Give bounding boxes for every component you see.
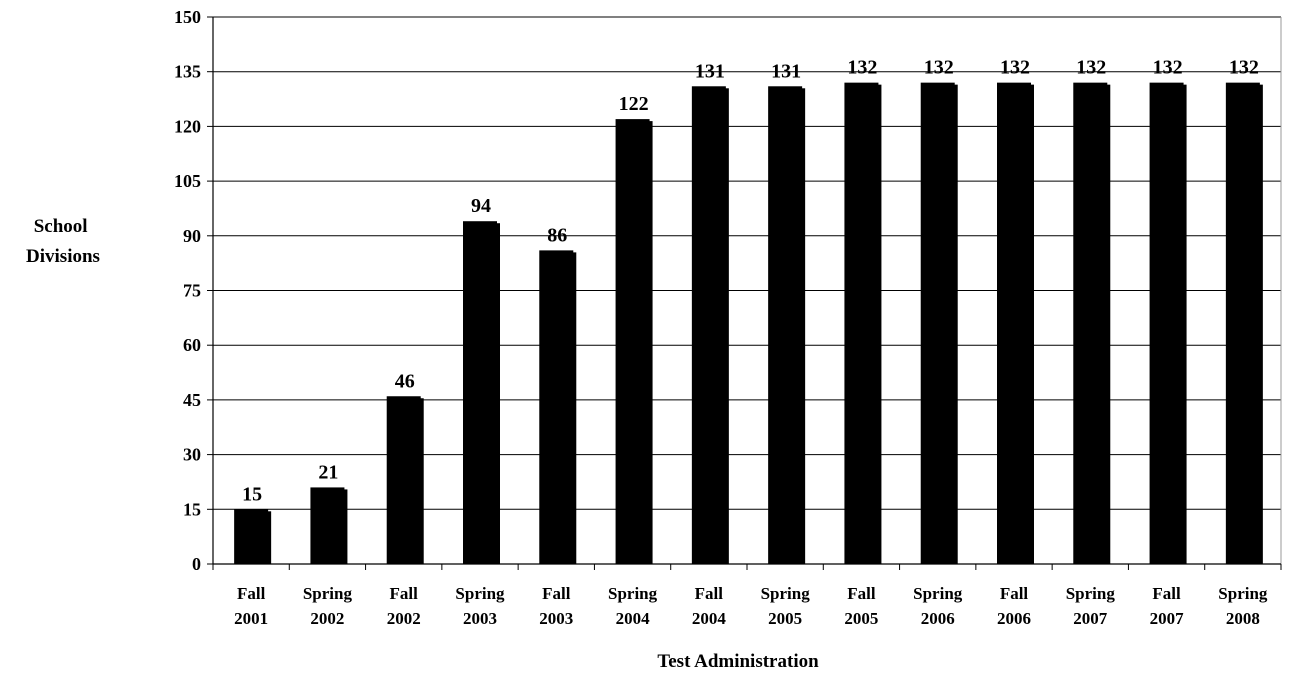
x-tick-label-line-2: 2006 xyxy=(921,609,955,628)
y-tick-label: 150 xyxy=(174,7,201,27)
bar xyxy=(1149,82,1184,564)
data-label: 15 xyxy=(242,483,262,505)
x-axis-title: Test Administration xyxy=(657,651,819,672)
x-tick-label-line-1: Fall xyxy=(390,584,419,603)
x-tick-label-line-2: 2007 xyxy=(1150,609,1185,628)
x-tick-label-line-2: 2006 xyxy=(997,609,1031,628)
x-tick-label-line-1: Spring xyxy=(761,584,811,603)
bar xyxy=(844,82,879,564)
x-tick-label-line-1: Spring xyxy=(455,584,505,603)
bar xyxy=(997,82,1031,564)
x-tick-label-line-1: Spring xyxy=(1066,584,1116,603)
x-tick-label-line-1: Spring xyxy=(913,584,963,603)
x-tick-label-line-2: 2004 xyxy=(616,609,651,628)
x-tick-label-line-1: Spring xyxy=(1218,584,1268,603)
y-axis-title-line-1: School xyxy=(34,216,88,237)
y-tick-label: 135 xyxy=(174,62,201,82)
y-tick-label: 15 xyxy=(183,499,201,519)
data-label: 86 xyxy=(547,224,567,246)
data-label: 132 xyxy=(1000,57,1030,79)
data-label: 94 xyxy=(471,195,491,217)
bar xyxy=(310,487,345,564)
gridlines xyxy=(213,16,1281,510)
x-tick-label-line-2: 2001 xyxy=(234,609,268,628)
bar xyxy=(1073,82,1108,564)
x-tick-label-line-2: 2007 xyxy=(1073,609,1108,628)
data-label: 131 xyxy=(695,60,725,82)
y-axis-title-line-2: Divisions xyxy=(26,246,100,267)
y-tick-label: 90 xyxy=(183,226,201,246)
x-tick-label-line-2: 2004 xyxy=(692,609,727,628)
x-tick-label-line-2: 2005 xyxy=(844,609,878,628)
x-tick-label-line-2: 2003 xyxy=(539,609,573,628)
y-tick-label: 105 xyxy=(174,171,201,191)
x-tick-label-line-1: Fall xyxy=(695,584,724,603)
data-label: 21 xyxy=(318,461,338,483)
data-label: 132 xyxy=(1229,57,1259,79)
bar xyxy=(615,119,650,565)
data-label: 46 xyxy=(395,370,415,392)
bar xyxy=(539,250,574,565)
bar xyxy=(386,396,421,564)
x-tick-label-line-1: Fall xyxy=(237,584,266,603)
y-tick-label: 0 xyxy=(192,554,201,574)
x-tick-label-line-1: Fall xyxy=(1000,584,1029,603)
data-label: 132 xyxy=(924,57,954,79)
x-tick-label-line-1: Fall xyxy=(847,584,876,603)
x-tick-label-line-2: 2002 xyxy=(387,609,421,628)
x-tick-label-line-1: Spring xyxy=(608,584,658,603)
bar xyxy=(463,221,497,565)
x-tick-label-line-1: Fall xyxy=(1152,584,1181,603)
bar xyxy=(920,82,955,564)
data-label: 131 xyxy=(771,60,801,82)
bar xyxy=(691,86,726,564)
x-tick-label-line-1: Fall xyxy=(542,584,571,603)
data-label: 132 xyxy=(847,57,877,79)
y-tick-label: 60 xyxy=(183,335,201,355)
x-tick-labels: Fall 2001 Spring 2002 Fall 2002 Spring 2003 Fall… xyxy=(234,584,1268,628)
y-tick-label: 45 xyxy=(183,390,201,410)
x-tick-label-line-2: 2005 xyxy=(768,609,802,628)
x-tick-label-line-1: Spring xyxy=(303,584,353,603)
y-tick-label: 30 xyxy=(183,445,201,465)
bar xyxy=(1225,82,1260,564)
data-label: 122 xyxy=(619,93,649,115)
y-tick-labels: 0 15 30 45 60 75 90 105 120 135 150 xyxy=(174,7,201,574)
axes xyxy=(207,16,1282,570)
y-tick-label: 75 xyxy=(183,281,201,301)
bars-group xyxy=(234,82,1263,565)
y-axis-title: School Divisions xyxy=(26,216,100,267)
data-labels: 15 21 46 94 86 122 131 131 132 132 132 132 132 132 xyxy=(242,57,1259,506)
x-tick-label-line-2: 2003 xyxy=(463,609,497,628)
y-tick-label: 120 xyxy=(174,116,201,136)
bar xyxy=(768,86,803,564)
data-label: 132 xyxy=(1153,57,1183,79)
x-tick-label-line-2: 2002 xyxy=(310,609,344,628)
data-label: 132 xyxy=(1076,57,1106,79)
bar xyxy=(234,509,269,564)
x-tick-label-line-2: 2008 xyxy=(1226,609,1260,628)
